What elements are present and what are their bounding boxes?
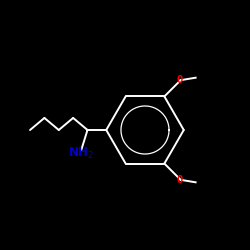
Text: O: O <box>176 75 183 85</box>
Text: O: O <box>176 175 183 185</box>
Text: NH$_2$: NH$_2$ <box>68 146 94 161</box>
